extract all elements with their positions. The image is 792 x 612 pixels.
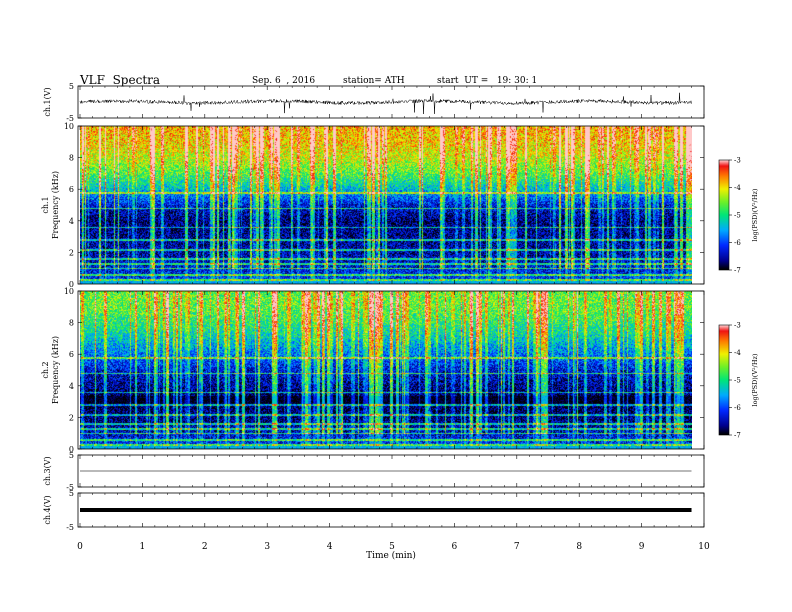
y-tick-label: 8 xyxy=(69,319,74,328)
y-tick-label: 10 xyxy=(64,122,74,131)
y-tick-label: 6 xyxy=(69,185,74,194)
y-tick-label: 0 xyxy=(69,445,74,454)
y-axis-label-ch1-waveform: ch.1(V) xyxy=(43,87,52,116)
y-axis-label-frequency: Frequency (kHz) xyxy=(51,336,60,404)
panel-frame-ch4-waveform xyxy=(77,492,705,528)
y-axis-label-ch4-waveform: ch.4(V) xyxy=(43,495,52,524)
colorbar-tick-label: -5 xyxy=(734,212,741,220)
colorbar-tick-label: -3 xyxy=(734,322,741,330)
x-tick-label: 7 xyxy=(514,542,520,552)
spectrogram-ch2-spectrogram xyxy=(80,291,692,449)
colorbar-label: log(PSD)(V²/Hz) xyxy=(751,353,759,406)
x-tick-label: 8 xyxy=(576,542,582,552)
y-tick-label: 8 xyxy=(69,154,74,163)
colorbar-ch2-spectrogram xyxy=(719,325,729,435)
y-tick-label: 0 xyxy=(69,280,74,289)
colorbar-tick-label: -4 xyxy=(734,184,741,192)
x-tick-label: 10 xyxy=(698,542,710,552)
x-tick-label: 1 xyxy=(140,542,146,552)
y-tick-label: 4 xyxy=(69,217,74,226)
y-tick-label: 5 xyxy=(69,489,74,498)
x-axis-label: Time (min) xyxy=(366,550,416,561)
x-tick-label: 0 xyxy=(77,542,83,552)
y-tick-label: 5 xyxy=(69,451,74,460)
y-tick-label: 6 xyxy=(69,350,74,359)
y-tick-label: 4 xyxy=(69,382,74,391)
x-tick-label: 5 xyxy=(389,542,395,552)
y-tick-label: 5 xyxy=(69,82,74,91)
colorbar-tick-label: -4 xyxy=(734,349,741,357)
y-tick-label: 2 xyxy=(69,248,74,257)
y-tick-label: -5 xyxy=(66,483,74,492)
colorbar-tick-label: -6 xyxy=(734,239,741,247)
colorbar-label: log(PSD)(V²/Hz) xyxy=(751,188,759,241)
ch1-waveform-trace xyxy=(79,92,692,115)
y-axis-label-channel: ch.1 xyxy=(41,196,50,213)
panel-frame-ch1-waveform xyxy=(77,85,705,119)
colorbar-tick-label: -7 xyxy=(734,432,741,440)
x-tick-label: 2 xyxy=(202,542,208,552)
colorbar-ch1-spectrogram xyxy=(719,160,729,270)
panel-frame-ch2-spectrogram xyxy=(77,290,705,450)
y-axis-label-frequency: Frequency (kHz) xyxy=(51,171,60,239)
colorbar-tick-label: -3 xyxy=(734,157,741,165)
spectrogram-ch1-spectrogram xyxy=(80,126,692,284)
y-tick-label: 10 xyxy=(64,287,74,296)
y-tick-label: -5 xyxy=(66,114,74,123)
date-label: Sep. 6 , 2016 xyxy=(252,76,316,86)
station-label: station= ATH xyxy=(343,76,405,86)
x-tick-label: 6 xyxy=(452,542,458,552)
y-tick-label: 2 xyxy=(69,413,74,422)
x-tick-label: 3 xyxy=(264,542,270,552)
y-tick-label: -5 xyxy=(66,523,74,532)
panel-frame-ch3-waveform xyxy=(77,454,705,488)
panel-frame-ch1-spectrogram xyxy=(77,125,705,285)
colorbar-tick-label: -5 xyxy=(734,377,741,385)
x-tick-label: 9 xyxy=(639,542,645,552)
colorbar-tick-label: -7 xyxy=(734,267,741,275)
y-axis-label-channel: ch.2 xyxy=(41,361,50,378)
figure-title: VLF Spectra xyxy=(80,73,161,87)
start-time-label: start UT = 19: 30: 1 xyxy=(437,76,538,86)
colorbar-tick-label: -6 xyxy=(734,404,741,412)
x-tick-label: 4 xyxy=(327,542,333,552)
y-axis-label-ch3-waveform: ch.3(V) xyxy=(43,456,52,485)
